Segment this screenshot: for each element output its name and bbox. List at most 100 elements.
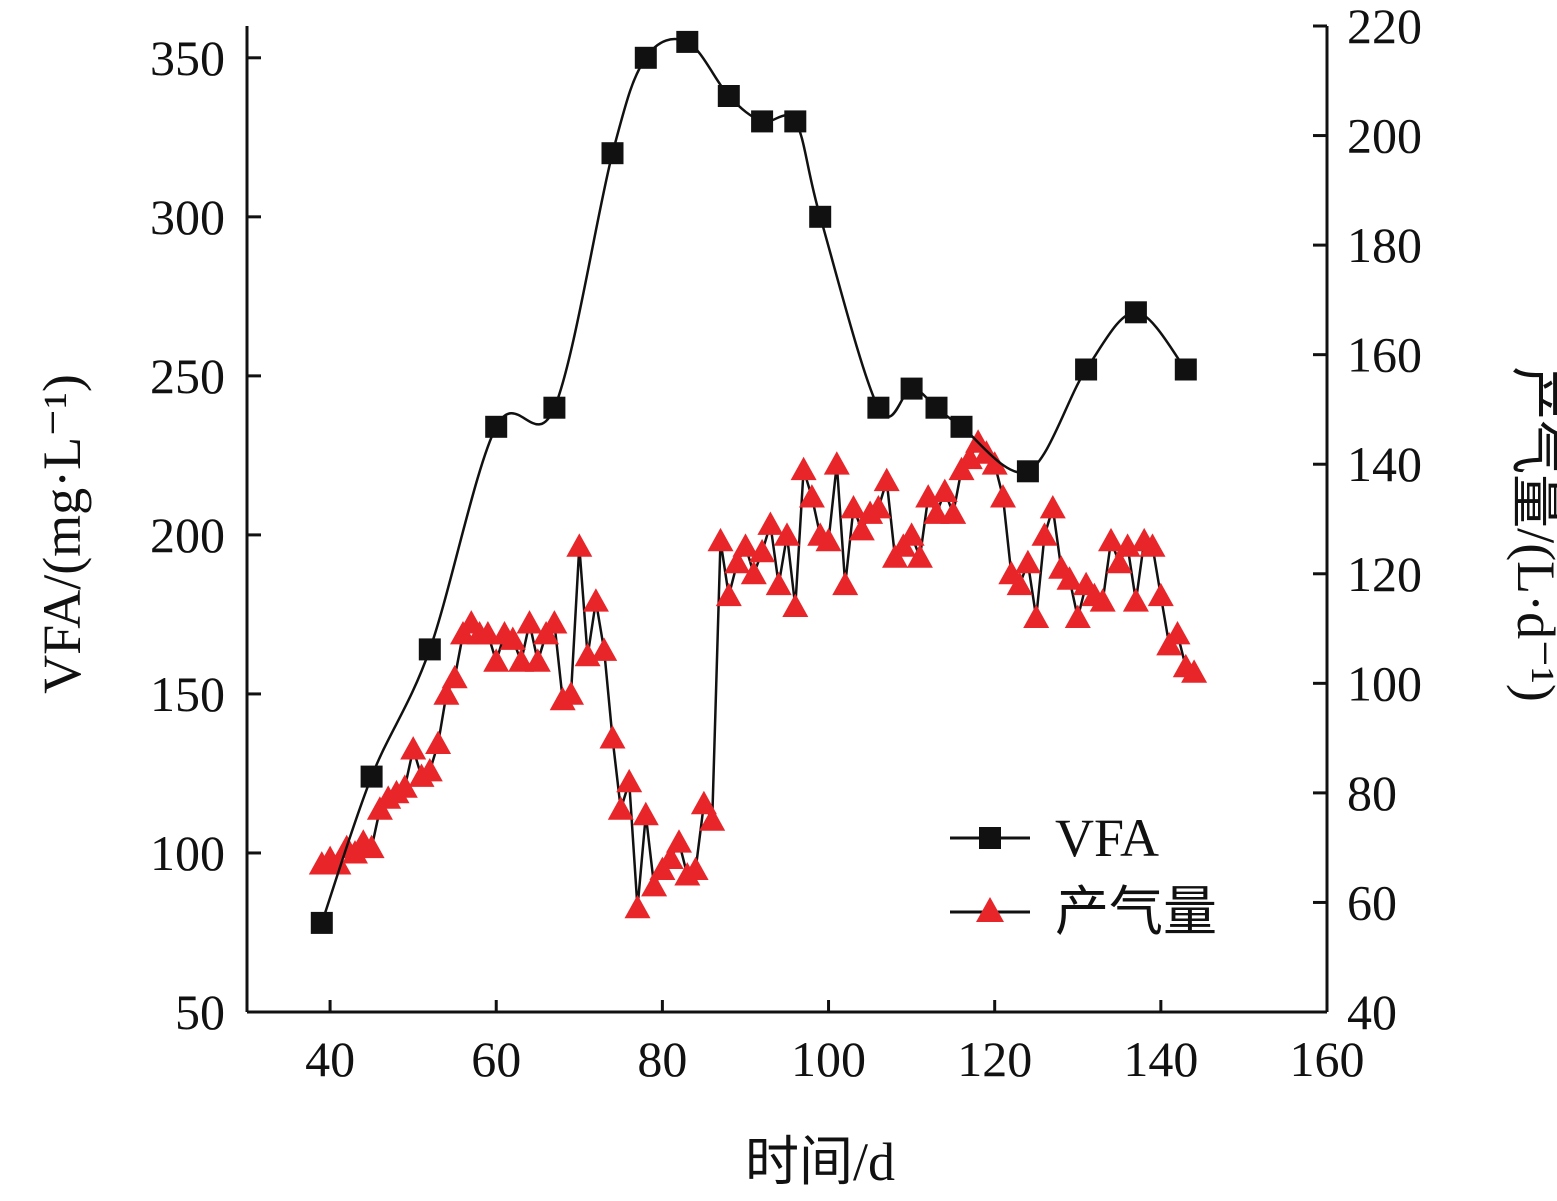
gas-point — [433, 681, 460, 705]
vfa-point — [634, 46, 657, 69]
vfa-point — [925, 396, 948, 419]
gas-point — [1006, 571, 1033, 596]
legend-item-vfa: VFA — [950, 808, 1159, 868]
vfa-point — [717, 85, 740, 107]
gas-point — [848, 517, 875, 541]
vfa-point — [809, 205, 832, 228]
gas-point — [798, 484, 825, 508]
legend-vfa-label: VFA — [1055, 808, 1159, 868]
y-left-tick-label: 150 — [150, 666, 225, 722]
gas-point — [1014, 549, 1041, 574]
x-axis-title: 时间/d — [745, 1132, 895, 1192]
gas-point — [1122, 588, 1149, 612]
gas-point — [699, 807, 726, 831]
gas-point — [425, 730, 452, 754]
x-tick-label: 160 — [1290, 1031, 1365, 1087]
vfa-point — [543, 396, 566, 419]
vfa-point — [751, 110, 774, 133]
y-left-tick-label: 50 — [175, 984, 225, 1040]
gas-point — [1098, 527, 1124, 552]
gas-point — [774, 522, 800, 546]
gas-point — [1031, 522, 1058, 546]
vfa-point — [676, 30, 699, 53]
gas-point — [516, 610, 543, 634]
gas-point — [757, 511, 784, 535]
gas-point — [616, 768, 643, 793]
y-left-tick-label: 350 — [150, 30, 225, 86]
y-axis-left-title: VFA/(mg·L⁻¹) — [32, 374, 92, 694]
gas-point — [582, 588, 609, 612]
gas-point — [1139, 533, 1166, 557]
vfa-point — [1075, 358, 1098, 381]
gas-point — [524, 648, 551, 672]
gas-point — [1056, 566, 1083, 590]
gas-point — [1039, 495, 1066, 519]
gas-point — [632, 801, 659, 826]
vfa-point — [418, 638, 441, 661]
gas-point — [1164, 621, 1191, 645]
gas-point — [690, 790, 717, 815]
y-right-tick-label: 160 — [1347, 327, 1422, 383]
gas-point — [591, 637, 618, 661]
gas-point — [1147, 582, 1174, 607]
gas-point — [707, 527, 734, 552]
gas-point — [508, 648, 535, 672]
x-tick-label: 40 — [305, 1031, 355, 1087]
y-right-tick-label: 80 — [1347, 765, 1397, 821]
y-right-tick-label: 40 — [1347, 984, 1397, 1040]
gas-point — [931, 478, 958, 502]
gas-point — [400, 736, 427, 760]
y-left-tick-label: 200 — [150, 507, 225, 563]
y-axis-right-title: 产气量/(L·d⁻¹) — [1506, 366, 1557, 702]
gas-point — [441, 664, 468, 689]
gas-point — [325, 851, 352, 875]
gas-point — [940, 500, 967, 524]
gas-point — [898, 522, 925, 546]
gas-point — [815, 527, 842, 552]
gas-point — [823, 451, 850, 475]
gas-point — [641, 873, 668, 897]
vfa-point — [867, 396, 890, 419]
y-right-tick-label: 60 — [1347, 874, 1397, 930]
vfa-point — [310, 911, 333, 934]
gas-point — [715, 582, 742, 607]
x-tick-label: 80 — [637, 1031, 687, 1087]
gas-point — [782, 593, 809, 617]
vfa-curve — [320, 37, 1187, 924]
vfa-point — [784, 110, 807, 133]
gas-point — [765, 571, 792, 596]
legend-gas-marker — [976, 897, 1004, 922]
plot-frame — [245, 26, 1329, 1014]
y-axis-left: 50 100 150 200 250 300 350 — [150, 30, 261, 1040]
x-tick-label: 100 — [791, 1031, 866, 1087]
x-tick-label: 120 — [957, 1031, 1032, 1087]
vfa-point — [900, 377, 923, 400]
gas-point — [1023, 604, 1050, 628]
gas-point — [1064, 604, 1091, 628]
y-right-tick-label: 120 — [1347, 546, 1422, 602]
gas-point — [990, 484, 1016, 508]
y-left-tick-label: 300 — [150, 189, 225, 245]
gas-point — [599, 725, 626, 749]
gas-point — [732, 533, 759, 557]
gas-point — [981, 451, 1008, 475]
vfa-point — [1124, 301, 1147, 324]
gas-point — [740, 560, 767, 585]
gas-point — [558, 681, 584, 705]
series-gas-production — [308, 429, 1208, 919]
y-right-tick-label: 220 — [1347, 0, 1422, 54]
series-vfa — [310, 30, 1197, 934]
gas-point — [906, 544, 933, 568]
vfa-point — [601, 142, 624, 165]
vfa-point — [1174, 358, 1197, 381]
x-axis: 40 60 80 100 120 140 160 — [305, 1000, 1365, 1087]
legend-item-gas: 产气量 — [950, 882, 1217, 942]
gas-point — [607, 796, 634, 820]
y-right-tick-label: 180 — [1347, 217, 1422, 273]
y-axis-right: 40 60 80 100 120 140 160 180 200 220 — [1313, 0, 1422, 1040]
gas-point — [682, 856, 709, 880]
gas-point — [566, 533, 593, 557]
legend: VFA 产气量 — [950, 808, 1217, 942]
gas-point — [666, 829, 692, 853]
